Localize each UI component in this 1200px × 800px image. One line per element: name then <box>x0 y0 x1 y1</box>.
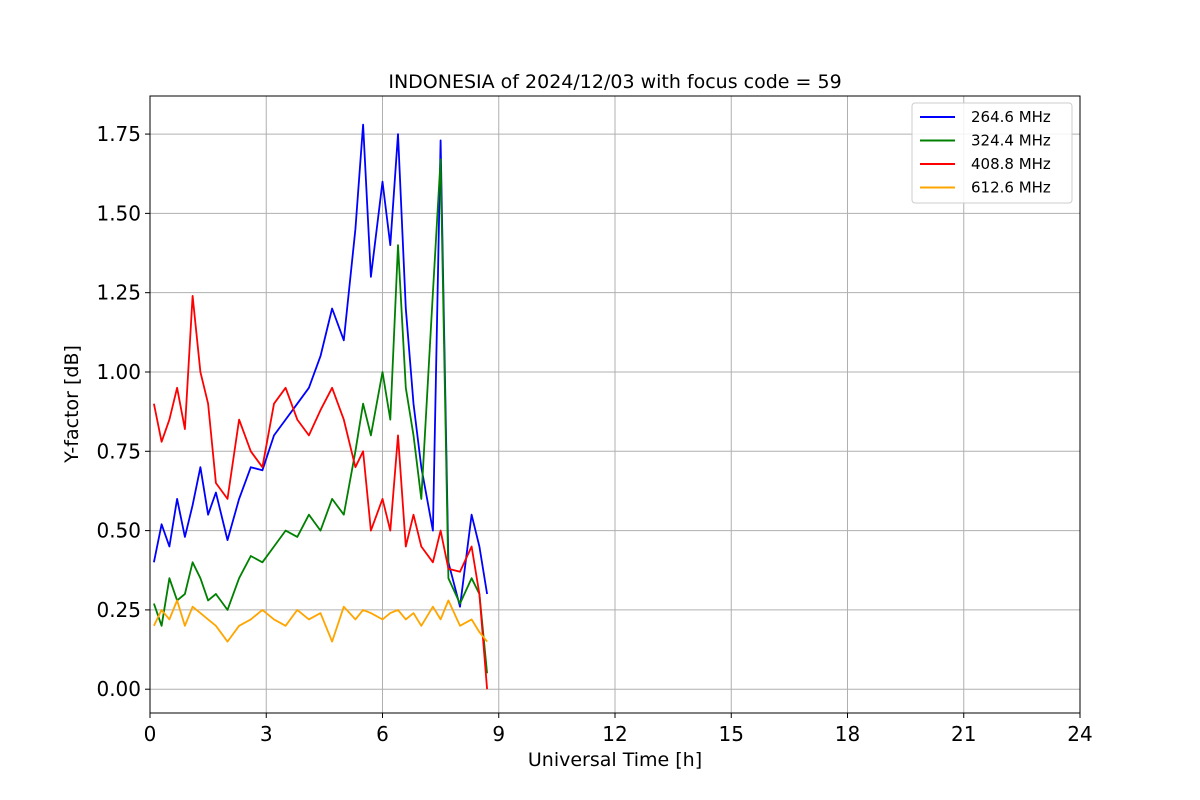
x-tick-label: 3 <box>260 722 273 746</box>
legend-label: 264.6 MHz <box>971 108 1051 126</box>
x-axis-ticks: 0 3 6 9 12 15 18 21 24 <box>144 713 1093 746</box>
series-line-4 <box>153 599 488 643</box>
chart-title: INDONESIA of 2024/12/03 with focus code … <box>388 71 841 93</box>
y-tick-label: 1.25 <box>96 281 141 305</box>
legend-label: 408.8 MHz <box>971 155 1051 173</box>
y-tick-label: 1.00 <box>96 360 141 384</box>
y-axis-ticks: 0.00 0.25 0.50 0.75 1.00 1.25 1.50 1.75 <box>96 122 150 701</box>
x-axis-label: Universal Time [h] <box>528 749 702 771</box>
legend-label: 324.4 MHz <box>971 132 1051 150</box>
legend-label: 612.6 MHz <box>971 179 1051 197</box>
x-tick-label: 0 <box>144 722 157 746</box>
x-tick-label: 21 <box>951 722 976 746</box>
y-tick-label: 0.25 <box>96 598 141 622</box>
legend-box <box>911 102 1073 204</box>
series-layer <box>153 123 488 690</box>
y-tick-label: 1.50 <box>96 201 141 225</box>
x-tick-label: 18 <box>835 722 860 746</box>
x-tick-label: 9 <box>492 722 505 746</box>
x-tick-label: 15 <box>719 722 744 746</box>
y-tick-label: 0.50 <box>96 519 141 543</box>
y-tick-label: 0.75 <box>96 439 141 463</box>
x-tick-label: 12 <box>602 722 627 746</box>
y-tick-label: 0.00 <box>96 677 141 701</box>
y-tick-label: 1.75 <box>96 122 141 146</box>
legend: 264.6 MHz 324.4 MHz 408.8 MHz 612.6 MHz <box>911 102 1073 204</box>
x-tick-label: 24 <box>1067 722 1092 746</box>
x-tick-label: 6 <box>376 722 389 746</box>
series-line-2 <box>153 158 488 674</box>
y-axis-label: Y-factor [dB] <box>61 345 83 464</box>
series-line-1 <box>153 123 488 608</box>
series-line-3 <box>153 295 488 690</box>
